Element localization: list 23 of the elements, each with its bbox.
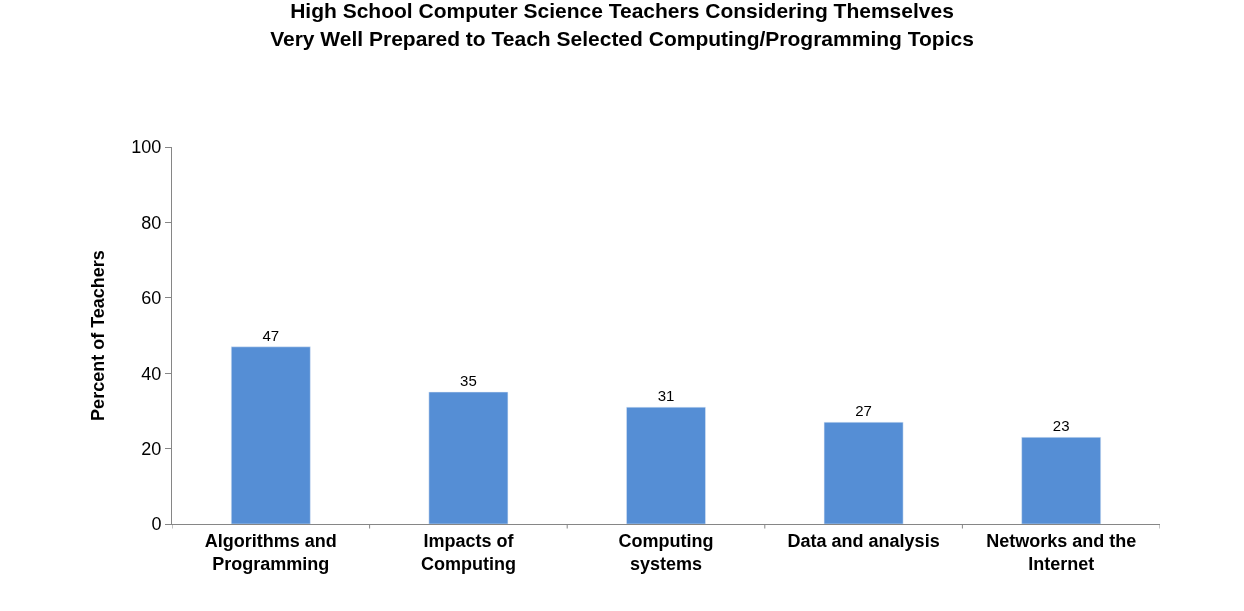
data-label: 47 (262, 326, 280, 344)
y-axis-title: Percent of Teachers (87, 250, 108, 421)
x-tick-label: Computing systems (618, 530, 714, 574)
data-label: 27 (855, 402, 872, 420)
bar (231, 346, 311, 524)
y-tick-label: 100 (131, 137, 162, 158)
x-tick-label: Impacts of Computing (420, 530, 516, 574)
y-tick-label: 80 (141, 212, 162, 233)
chart-title: High School Computer Science Teachers Considering Themselves Very Well Prepared to Teach Selected Computing/Programming Topics (270, 0, 974, 50)
y-tick-label: 40 (141, 363, 162, 384)
y-tick-label: 0 (151, 514, 162, 535)
y-tick-label: 60 (141, 288, 162, 309)
y-tick-label: 20 (141, 438, 162, 459)
data-label: 31 (657, 387, 675, 405)
data-label: 35 (460, 372, 477, 390)
bar (626, 406, 706, 524)
data-label: 23 (1052, 417, 1070, 435)
bar (1021, 437, 1101, 524)
bar (428, 391, 509, 524)
bar (823, 421, 904, 524)
x-tick-label: Data and analysis (787, 530, 940, 551)
x-tick-label: Algorithms and Programming (204, 530, 337, 574)
x-tick-label: Networks and the Internet (986, 530, 1137, 574)
